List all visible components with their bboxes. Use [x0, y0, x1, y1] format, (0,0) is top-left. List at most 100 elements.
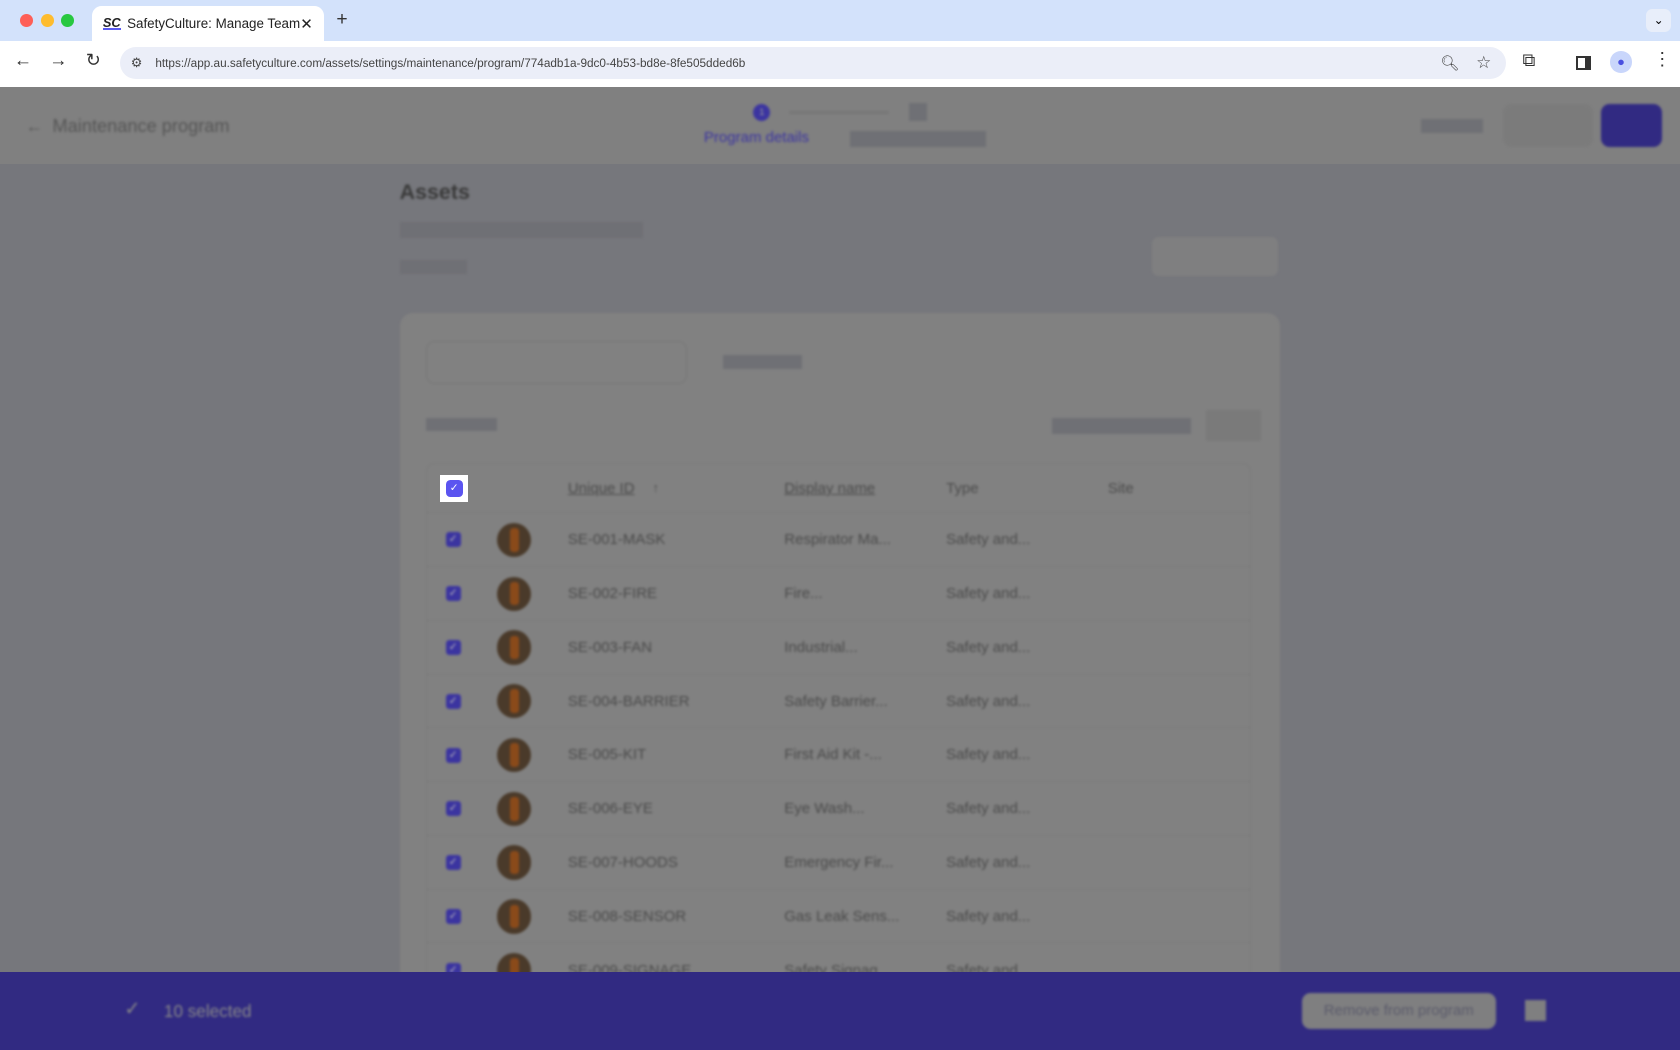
asset-thumbnail — [497, 684, 532, 719]
browser-tab[interactable]: SC SafetyCulture: Manage Teams ✕ — [92, 6, 324, 41]
asset-type: Safety and... — [946, 638, 1031, 656]
section-title: Assets — [399, 180, 470, 204]
display-name: First Aid Kit -... — [784, 746, 882, 764]
select-all-checkbox[interactable]: ✓ — [445, 479, 463, 498]
display-name: Fire... — [784, 585, 823, 603]
display-name: Respirator Ma... — [784, 531, 891, 549]
unique-id: SE-006-EYE — [567, 800, 653, 818]
asset-thumbnail — [497, 791, 532, 826]
asset-thumbnail — [497, 899, 532, 934]
selection-bar: ✓ 10 selected Remove from program — [0, 971, 1680, 1050]
close-window-button[interactable] — [20, 13, 34, 27]
forward-arrow-icon[interactable]: → — [49, 50, 68, 71]
row-checkbox[interactable]: ✓ — [445, 747, 461, 763]
unique-id: SE-005-KIT — [567, 746, 647, 764]
more-options-button[interactable] — [1524, 999, 1547, 1022]
table-row[interactable]: ✓ SE-008-SENSOR Gas Leak Sens... Safety … — [426, 888, 1252, 943]
new-tab-icon[interactable]: + — [336, 8, 348, 30]
column-unique-id[interactable]: Unique ID — [567, 480, 635, 497]
back-arrow-icon[interactable]: ← — [25, 115, 43, 136]
row-checkbox[interactable]: ✓ — [445, 908, 461, 924]
maximize-window-button[interactable] — [61, 13, 74, 27]
step-connector — [788, 111, 890, 114]
profile-avatar-icon[interactable]: ● — [1610, 51, 1632, 73]
table-row[interactable]: ✓ SE-006-EYE Eye Wash... Safety and... — [426, 781, 1252, 835]
step-2-label-placeholder — [849, 130, 986, 147]
zoom-icon[interactable]: 🔍︎ — [1440, 54, 1460, 72]
assets-card — [399, 312, 1281, 1050]
row-checkbox[interactable]: ✓ — [445, 586, 461, 602]
asset-type: Safety and... — [946, 907, 1031, 925]
reload-icon[interactable]: ↻ — [85, 50, 101, 71]
header-link-placeholder[interactable] — [1420, 118, 1483, 133]
asset-type: Safety and... — [946, 800, 1031, 818]
filter-placeholder[interactable] — [723, 354, 803, 369]
browser-tab-bar: SC SafetyCulture: Manage Teams ✕ + ⌄ — [0, 0, 1680, 41]
extensions-puzzle-icon[interactable]: ⧉ — [1522, 50, 1536, 71]
display-name: Eye Wash... — [784, 800, 865, 818]
table-row[interactable]: ✓ SE-001-MASK Respirator Ma... Safety an… — [426, 512, 1252, 566]
count-placeholder — [399, 260, 468, 275]
action-placeholder[interactable] — [1052, 417, 1192, 434]
table-row[interactable]: ✓ SE-002-FIRE Fire... Safety and... — [426, 565, 1252, 620]
table-row[interactable]: ✓ SE-004-BARRIER Safety Barrier... Safet… — [426, 673, 1252, 728]
select-all-highlight: ✓ — [440, 474, 469, 503]
add-assets-button[interactable] — [1151, 236, 1279, 277]
asset-type: Safety and... — [946, 854, 1031, 872]
table-row[interactable]: ✓ SE-003-FAN Industrial... Safety and... — [426, 619, 1252, 674]
asset-type: Safety and... — [946, 692, 1031, 710]
safetyculture-logo-icon: SC — [102, 14, 121, 31]
column-type: Type — [946, 480, 979, 497]
url-text: https://app.au.safetyculture.com/assets/… — [155, 56, 746, 70]
column-display-name[interactable]: Display name — [784, 480, 876, 497]
close-tab-icon[interactable]: ✕ — [300, 15, 313, 33]
row-checkbox[interactable]: ✓ — [445, 639, 461, 655]
asset-thumbnail — [497, 845, 532, 880]
asset-type: Safety and... — [946, 585, 1031, 603]
selected-count: 10 selected — [163, 1000, 252, 1021]
unique-id: SE-002-FIRE — [567, 585, 658, 603]
column-site: Site — [1107, 480, 1134, 497]
tab-search-chevron-down-icon[interactable]: ⌄ — [1645, 8, 1672, 33]
site-settings-icon[interactable]: ⚙ — [130, 54, 143, 70]
row-checkbox[interactable]: ✓ — [445, 801, 461, 817]
tab-title: SafetyCulture: Manage Teams — [127, 16, 301, 32]
display-name: Safety Barrier... — [784, 692, 888, 710]
asset-thumbnail — [497, 522, 532, 558]
unique-id: SE-001-MASK — [567, 531, 666, 549]
display-name: Industrial... — [784, 638, 858, 656]
table-row[interactable]: ✓ SE-005-KIT First Aid Kit -... Safety a… — [426, 727, 1252, 781]
unique-id: SE-003-FAN — [567, 638, 653, 656]
asset-type: Safety and... — [946, 531, 1031, 549]
display-name: Emergency Fir... — [784, 854, 894, 872]
asset-thumbnail — [497, 737, 532, 773]
minimize-window-button[interactable] — [40, 13, 54, 27]
table-row[interactable]: ✓ SE-007-HOODS Emergency Fir... Safety a… — [426, 834, 1252, 889]
side-panel-icon[interactable] — [1576, 55, 1592, 70]
search-input[interactable] — [426, 340, 687, 384]
asset-thumbnail — [497, 576, 532, 611]
unique-id: SE-004-BARRIER — [567, 692, 690, 710]
remove-from-program-button[interactable]: Remove from program — [1301, 993, 1496, 1029]
step-2-indicator — [908, 102, 927, 122]
row-checkbox[interactable]: ✓ — [445, 855, 461, 871]
address-bar[interactable]: ⚙ https://app.au.safetyculture.com/asset… — [120, 47, 1507, 80]
bookmark-star-icon[interactable]: ☆ — [1476, 52, 1492, 73]
results-count-placeholder — [426, 417, 498, 431]
row-checkbox[interactable]: ✓ — [445, 693, 461, 709]
browser-toolbar: ← → ↻ ⚙ https://app.au.safetyculture.com… — [0, 40, 1680, 87]
back-arrow-icon[interactable]: ← — [13, 50, 33, 71]
row-checkbox[interactable]: ✓ — [445, 532, 461, 548]
step-label[interactable]: Program details — [703, 128, 809, 146]
display-name: Gas Leak Sens... — [784, 907, 900, 925]
sort-ascending-icon[interactable]: ↑ — [652, 480, 659, 495]
app-header: ← Maintenance program 1 Program details — [0, 86, 1680, 164]
secondary-button[interactable] — [1503, 103, 1594, 147]
primary-button[interactable] — [1600, 103, 1662, 147]
assets-table — [426, 462, 1252, 1050]
description-placeholder — [399, 221, 643, 238]
settings-button[interactable] — [1206, 410, 1262, 442]
asset-thumbnail — [497, 630, 532, 665]
asset-type: Safety and... — [946, 746, 1031, 764]
more-menu-icon[interactable]: ⋮ — [1653, 49, 1672, 70]
